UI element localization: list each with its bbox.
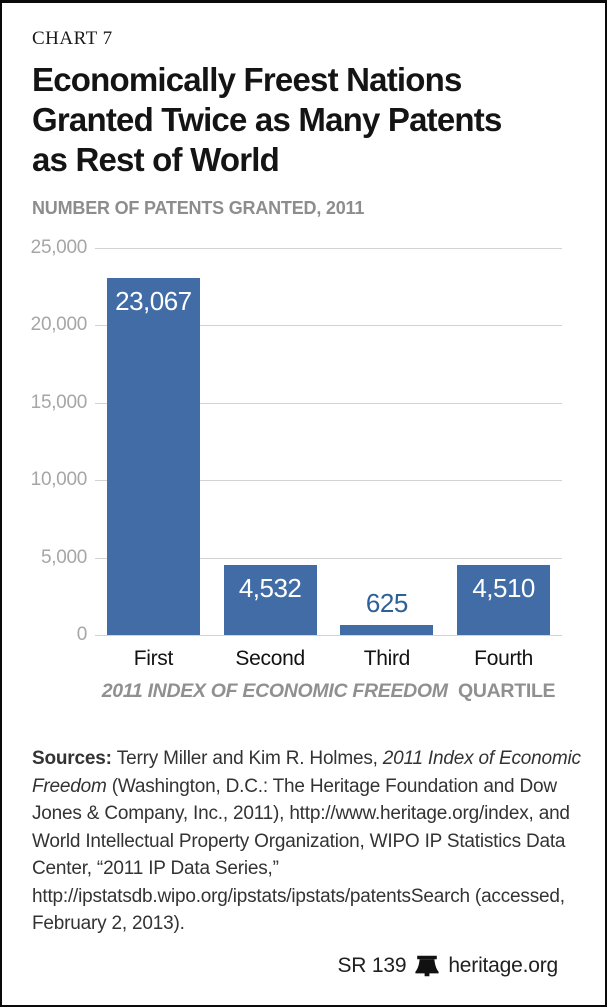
- footer: SR 139 heritage.org: [337, 954, 558, 978]
- sources-segment: (Washington, D.C.: The Heritage Foundati…: [32, 775, 570, 935]
- sources-segment: Sources:: [32, 748, 117, 769]
- gridline-0: [95, 635, 562, 636]
- x-axis-title: 2011 INDEX OF ECONOMIC FREEDOM QUARTILE: [32, 680, 605, 703]
- gridline-5000: [95, 557, 562, 559]
- gridline-25000: [95, 248, 562, 249]
- bar-value-label-fourth: 4,510: [472, 573, 535, 604]
- liberty-bell-icon: [415, 955, 439, 977]
- y-tick-label-15000: 15,000: [30, 391, 88, 413]
- gridline-10000: [95, 480, 562, 482]
- category-label-fourth: Fourth: [474, 647, 534, 670]
- bar-value-label-second: 4,532: [238, 572, 302, 603]
- y-tick-label-20000: 20,000: [30, 314, 88, 336]
- x-axis-title-italic-part: 2011 INDEX OF ECONOMIC FREEDOM: [101, 680, 448, 702]
- sources-segment: 2011 Index of Economic Freedom: [32, 748, 581, 797]
- y-tick-label-5000: 5,000: [40, 546, 87, 568]
- category-label-first: First: [133, 647, 174, 670]
- bar-third: [340, 625, 434, 635]
- site-label: heritage.org: [448, 954, 558, 977]
- y-tick-label-0: 0: [76, 624, 88, 645]
- gridline-15000: [95, 402, 562, 404]
- sources-segment: Terry Miller and Kim R. Holmes,: [116, 748, 383, 769]
- bar-chart-plot-area: 2011 INDEX OF ECONOMIC FREEDOM QUARTILE …: [31, 237, 562, 702]
- chart-title-line-3: as Rest of World: [32, 141, 280, 178]
- y-tick-label-25000: 25,000: [30, 237, 88, 258]
- bar-second: [223, 564, 317, 635]
- chart-title: Economically Freest Nations Granted Twic…: [32, 60, 502, 180]
- chart-title-line-1: Economically Freest Nations: [32, 61, 462, 98]
- gridline-20000: [95, 325, 562, 327]
- bar-fourth: [457, 565, 551, 635]
- y-tick-label-10000: 10,000: [30, 469, 88, 491]
- bar-first: [106, 277, 200, 635]
- chart-subtitle: NUMBER OF PATENTS GRANTED, 2011: [32, 198, 365, 218]
- chart-number-label: CHART 7: [32, 28, 113, 49]
- bar-value-label-first: 23,067: [115, 285, 192, 316]
- sources-note: Sources: Terry Miller and Kim R. Holmes,…: [32, 745, 582, 938]
- category-label-second: Second: [235, 647, 305, 670]
- report-id-label: SR 139: [337, 954, 407, 977]
- x-axis-title-quartile: QUARTILE: [458, 680, 556, 702]
- category-label-third: Third: [363, 647, 411, 670]
- chart-title-line-2: Granted Twice as Many Patents: [32, 101, 502, 138]
- bar-value-label-third: 625: [365, 588, 408, 619]
